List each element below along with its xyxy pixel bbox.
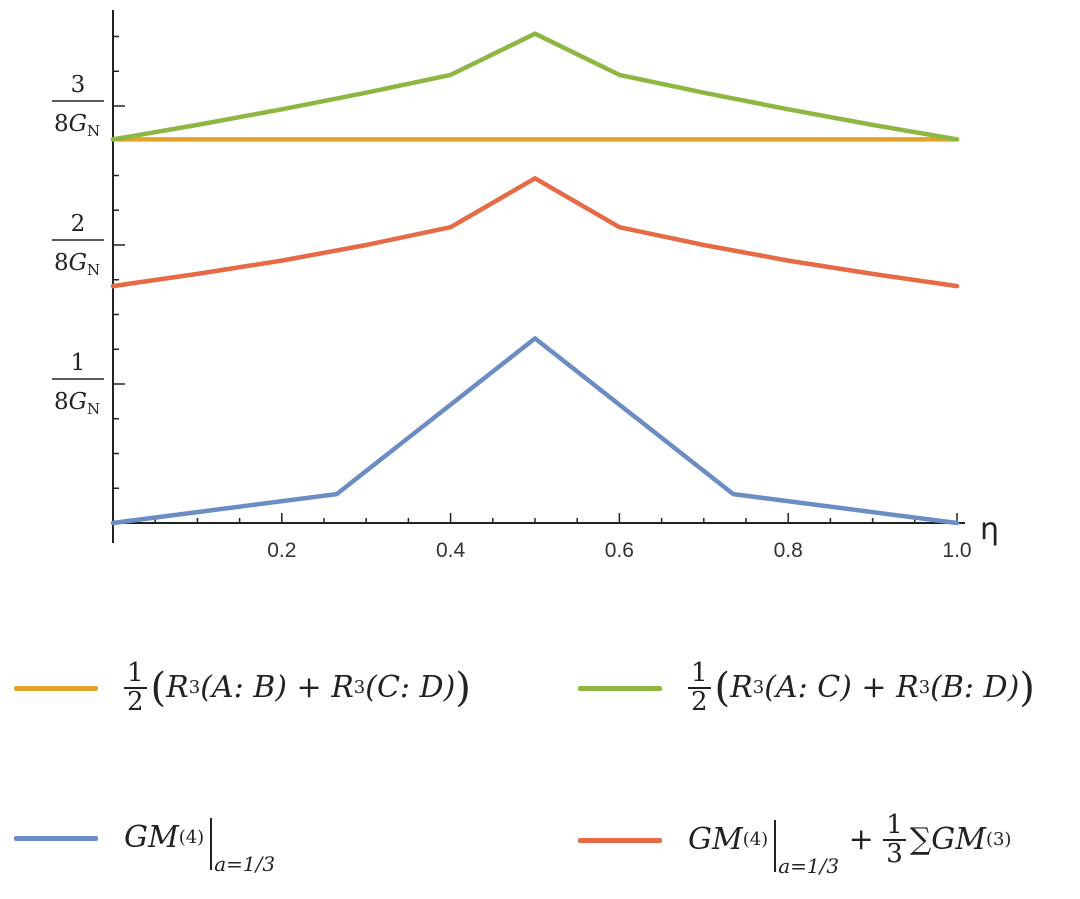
- x-tick-label: 0.4: [436, 539, 466, 562]
- legend-item-ac-bd: 1 2 ( R 3 (A: C) + R 3 (B: D) ): [578, 659, 1035, 718]
- x-tick-label: 0.2: [267, 539, 296, 562]
- denominator-number: 8: [54, 389, 69, 415]
- legend-fraction: 1 3: [883, 811, 906, 870]
- denominator-number: 8: [54, 111, 69, 137]
- open-paren: (: [150, 665, 167, 712]
- y-tick-numerator: 3: [71, 72, 86, 98]
- legend-label-ac-bd: 1 2 ( R 3 (A: C) + R 3 (B: D) ): [688, 659, 1035, 718]
- fraction-numerator: 1: [688, 659, 711, 690]
- x-axis-label: η: [980, 512, 999, 547]
- y-tick-denominator: 8GN: [54, 389, 100, 418]
- legend-label-ab-cd: 1 2 ( R 3 (A: B) + R 3 (C: D) ): [124, 659, 471, 718]
- plus-sign: +: [286, 670, 332, 706]
- evaluation-bar: [774, 820, 777, 873]
- r-argument: (C: D): [365, 670, 456, 706]
- r-symbol: R: [331, 670, 354, 706]
- denominator-symbol: G: [69, 111, 87, 137]
- fraction-denominator: 3: [886, 839, 903, 870]
- axes: [112, 10, 965, 543]
- r-argument: (A: C): [764, 670, 852, 706]
- legend-swatch-orange: [578, 837, 662, 843]
- denominator-subscript: N: [87, 122, 100, 140]
- evaluation-subscript: a=1/3: [214, 852, 276, 876]
- r-symbol: R: [166, 670, 189, 706]
- plus-sign: +: [851, 670, 897, 706]
- r-subscript: 3: [353, 677, 366, 699]
- close-paren: ): [1019, 665, 1035, 712]
- denominator-subscript: N: [87, 261, 100, 279]
- legend-fraction: 1 2: [124, 659, 147, 718]
- denominator-number: 8: [54, 250, 69, 276]
- open-paren: (: [714, 665, 731, 712]
- x-tick-label: 0.8: [774, 539, 803, 562]
- gm-superscript: (4): [178, 827, 205, 848]
- x-tick-label: 1.0: [942, 539, 971, 562]
- evaluation-subscript: a=1/3: [778, 854, 840, 879]
- y-tick-denominator: 8GN: [54, 111, 100, 140]
- series-line-ac-bd: [110, 31, 960, 142]
- fraction-denominator: 2: [691, 687, 708, 718]
- gm-symbol: GM: [124, 820, 179, 855]
- r-subscript: 3: [188, 677, 201, 699]
- legend-swatch-yellow: [14, 685, 98, 691]
- evaluation-bar: [210, 818, 213, 870]
- fraction-numerator: 1: [883, 811, 906, 842]
- r-argument: (A: B): [200, 670, 287, 706]
- legend-label-gm4: GM (4) a=1/3: [124, 812, 275, 874]
- legend-item-gm4-plus: GM (4) a=1/3 + 1 3 ∑ GM (3): [578, 811, 1012, 876]
- denominator-symbol: G: [69, 250, 87, 276]
- r-symbol: R: [896, 670, 919, 706]
- denominator-subscript: N: [87, 400, 100, 418]
- series-line-gm4-plus: [110, 176, 960, 289]
- r-subscript: 3: [918, 677, 931, 699]
- legend-item-gm4: GM (4) a=1/3: [14, 812, 275, 874]
- x-tick-label: 0.6: [605, 539, 634, 562]
- gm-superscript: (3): [985, 829, 1012, 851]
- r-argument: (B: D): [930, 670, 1020, 706]
- fraction-denominator: 2: [127, 687, 144, 718]
- fraction-numerator: 1: [124, 659, 147, 690]
- plus-sign: +: [839, 822, 884, 858]
- y-tick-numerator: 1: [71, 350, 86, 376]
- y-tick-denominator: 8GN: [54, 250, 100, 279]
- legend-item-ab-cd: 1 2 ( R 3 (A: B) + R 3 (C: D) ): [14, 659, 471, 718]
- legend-swatch-green: [578, 685, 662, 691]
- r-subscript: 3: [752, 677, 765, 699]
- gm-symbol: GM: [931, 822, 986, 858]
- legend-label-gm4-plus: GM (4) a=1/3 + 1 3 ∑ GM (3): [688, 811, 1012, 876]
- gm-superscript: (4): [742, 829, 769, 851]
- y-tick-numerator: 2: [71, 211, 86, 237]
- legend-fraction: 1 2: [688, 659, 711, 718]
- series-line-gm4: [110, 336, 960, 526]
- legend-swatch-blue: [14, 835, 98, 841]
- r-symbol: R: [730, 670, 753, 706]
- series-layer: [110, 31, 960, 526]
- denominator-symbol: G: [69, 389, 87, 415]
- close-paren: ): [455, 665, 471, 712]
- sum-symbol: ∑: [909, 822, 932, 858]
- gm-symbol: GM: [688, 822, 743, 858]
